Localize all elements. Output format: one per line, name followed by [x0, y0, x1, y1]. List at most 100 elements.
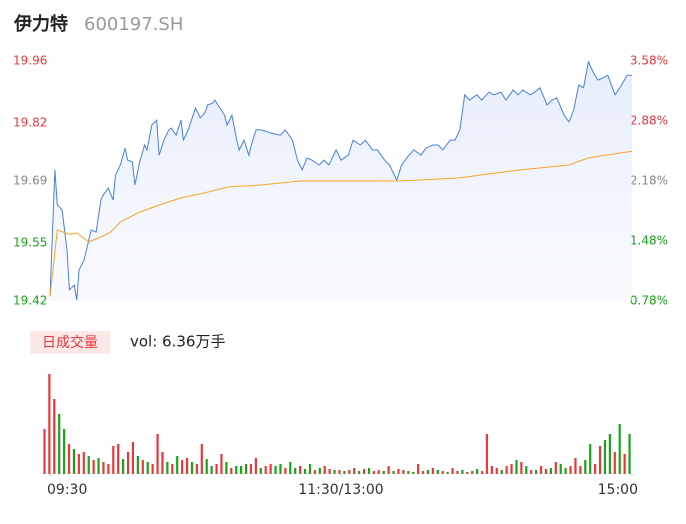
volume-bar [623, 454, 626, 474]
volume-bar [63, 429, 66, 474]
volume-bar [195, 464, 198, 474]
volume-bar [603, 440, 607, 474]
volume-bar [476, 469, 479, 474]
volume-bar [48, 374, 51, 474]
volume-bar [480, 471, 484, 474]
volume-bar [244, 464, 248, 474]
y2-tick-label: 1.48% [630, 234, 668, 248]
volume-bar [579, 466, 582, 474]
volume-bar [412, 472, 415, 474]
volume-bar [190, 462, 194, 474]
volume-bar [377, 470, 380, 474]
volume-bar [500, 470, 503, 474]
volume-bar [279, 464, 282, 474]
volume-bar [613, 452, 616, 474]
volume-bar [318, 468, 321, 474]
volume-bar [53, 399, 56, 474]
y2-tick-label: 0.78% [630, 294, 668, 308]
volume-bar [510, 464, 513, 474]
volume-bar [72, 449, 76, 474]
volume-bar [328, 469, 331, 474]
volume-bar [136, 456, 139, 474]
volume-bar [249, 464, 253, 474]
y2-tick-label: 2.18% [630, 174, 668, 188]
volume-bar [574, 458, 577, 474]
volume-bar [146, 462, 149, 474]
volume-bar [598, 446, 602, 474]
volume-bar [117, 444, 120, 474]
volume-bar [210, 466, 213, 474]
volume-bar [156, 434, 159, 474]
volume-bar [569, 466, 572, 474]
volume-bar [205, 459, 208, 474]
volume-bar [235, 466, 238, 474]
volume-bar [131, 442, 135, 474]
volume-bar [387, 466, 390, 474]
volume-bar [535, 470, 538, 474]
volume-bar [122, 459, 125, 474]
y-tick-label: 19.55 [13, 236, 47, 250]
volume-bar [559, 464, 562, 474]
volume-bar [102, 462, 105, 474]
volume-bar [87, 456, 90, 474]
volume-bar [82, 452, 85, 474]
volume-bar [92, 460, 95, 474]
volume-bar [171, 464, 174, 474]
volume-bar [343, 471, 346, 474]
volume-bar [417, 464, 420, 474]
volume-bar [348, 470, 351, 474]
average-line [49, 150, 633, 297]
volume-bar [367, 468, 371, 474]
volume-bar [525, 466, 528, 474]
volume-bar [333, 470, 336, 474]
volume-bar [362, 469, 366, 474]
volume-bar [584, 460, 587, 474]
volume-bar [151, 464, 154, 474]
volume-bar [495, 468, 498, 474]
volume-bar [505, 466, 508, 474]
volume-bar [338, 470, 341, 474]
volume-bar [451, 468, 454, 474]
price-line [49, 60, 632, 301]
volume-bar [274, 466, 277, 474]
volume-bar [520, 462, 523, 474]
stock-code: 600197.SH [84, 14, 183, 35]
volume-bar [259, 468, 262, 474]
volume-tag-bg [30, 331, 110, 354]
volume-bar [628, 434, 631, 474]
volume-bar [269, 464, 272, 474]
volume-bar [426, 470, 430, 474]
volume-bar [240, 466, 243, 474]
volume-bar [299, 466, 302, 474]
volume-bar [353, 468, 356, 474]
volume-bar [185, 458, 189, 474]
volume-bar [254, 458, 257, 474]
volume-bar [608, 434, 611, 474]
volume-bar [431, 468, 434, 474]
y-tick-label: 19.96 [13, 54, 47, 68]
volume-bar [456, 471, 459, 474]
volume-bar [112, 446, 115, 474]
y2-tick-label: 3.58% [630, 54, 668, 68]
volume-bar [530, 470, 533, 474]
x-tick-label: 09:30 [47, 482, 87, 498]
volume-value: vol: 6.36万手 [130, 333, 225, 351]
volume-bar [594, 464, 597, 474]
volume-bar [107, 464, 110, 474]
volume-bar [264, 466, 267, 474]
volume-bar [466, 472, 469, 474]
y-tick-label: 19.82 [13, 116, 47, 130]
volume-bar [313, 470, 316, 474]
volume-bar [97, 458, 100, 474]
volume-bar [485, 434, 489, 474]
volume-bar [200, 444, 203, 474]
volume-bar [441, 471, 444, 474]
volume-bar [618, 424, 621, 474]
volume-bar [539, 466, 543, 474]
volume-bar [446, 472, 449, 474]
volume-bar [323, 466, 326, 474]
volume-bar [289, 462, 292, 474]
volume-bar [544, 469, 548, 474]
volume-bar [436, 470, 439, 474]
